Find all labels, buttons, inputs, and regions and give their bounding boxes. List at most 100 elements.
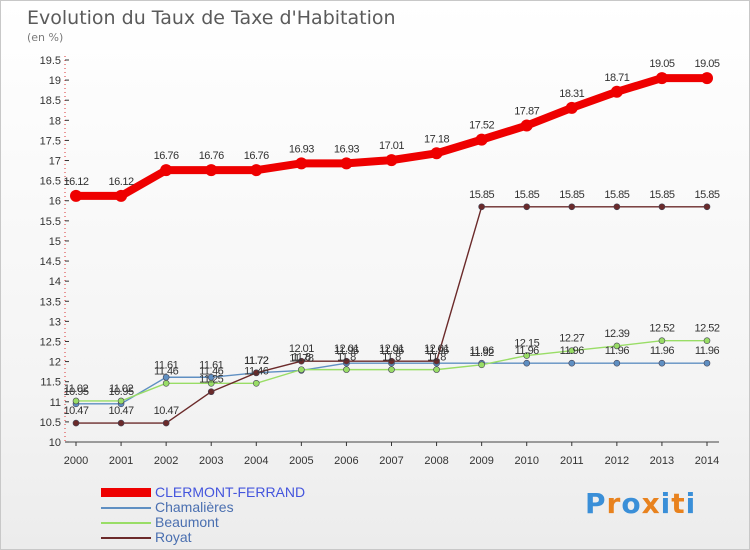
data-point [162, 379, 170, 387]
y-tick-label: 18 [49, 115, 61, 127]
logo-letter: i [660, 487, 672, 520]
data-label: 11.96 [650, 345, 675, 357]
data-label: 11.96 [515, 345, 540, 357]
data-point [430, 147, 443, 160]
data-label: 11.46 [244, 365, 269, 377]
data-point [475, 133, 488, 146]
data-label: 11.46 [154, 365, 179, 377]
data-label: 19.05 [649, 58, 674, 70]
x-tick-label: 2005 [289, 455, 313, 467]
y-tick-label: 16.5 [40, 176, 61, 188]
y-tick-label: 13.5 [40, 296, 61, 308]
legend-swatch [101, 488, 151, 497]
x-tick-label: 2006 [334, 455, 358, 467]
legend-label: Chamalières [155, 499, 234, 515]
data-label: 15.85 [469, 189, 494, 201]
data-point [523, 359, 531, 367]
data-point [568, 359, 576, 367]
x-tick-label: 2001 [109, 455, 133, 467]
x-tick-label: 2012 [605, 455, 629, 467]
data-point [658, 203, 666, 211]
x-tick-label: 2010 [514, 455, 538, 467]
x-tick-label: 2004 [244, 455, 268, 467]
data-label: 12.01 [379, 343, 404, 355]
data-point [703, 359, 711, 367]
data-label: 11.92 [470, 347, 495, 359]
y-tick-label: 16 [49, 196, 61, 208]
data-label: 11.61 [199, 359, 224, 371]
logo-letter: P [585, 487, 607, 520]
legend-item: CLERMONT-FERRAND [101, 485, 305, 500]
legend-swatch [101, 506, 151, 509]
data-point [568, 347, 576, 355]
data-point [613, 342, 621, 350]
logo-letter: o [621, 487, 642, 520]
data-label: 18.31 [559, 88, 584, 100]
y-tick-label: 15 [49, 236, 61, 248]
data-label: 15.85 [514, 189, 539, 201]
y-tick-label: 10 [49, 437, 61, 449]
data-label: 10.47 [63, 405, 88, 417]
data-point [70, 189, 82, 202]
y-tick-label: 15.5 [40, 216, 61, 228]
data-label: 15.85 [694, 189, 719, 201]
data-label: 10.95 [109, 386, 134, 398]
data-label: 11.96 [334, 345, 359, 357]
data-label: 12.15 [514, 338, 539, 350]
data-label: 11.96 [379, 345, 404, 357]
data-point [610, 85, 623, 98]
x-tick-label: 2002 [154, 455, 178, 467]
data-label: 11.96 [470, 345, 495, 357]
data-point [252, 369, 260, 377]
data-label: 11.96 [605, 345, 630, 357]
y-tick-label: 17 [49, 156, 61, 168]
data-point [298, 357, 305, 365]
data-label: 16.93 [289, 143, 314, 155]
data-label: 16.76 [244, 150, 269, 162]
data-label: 11.96 [695, 345, 720, 357]
data-label: 16.76 [199, 150, 224, 162]
legend-item: Beaumont [101, 515, 305, 530]
data-point [298, 366, 305, 373]
data-label: 11.02 [109, 383, 134, 395]
series-line-3 [76, 206, 707, 424]
data-label: 11.46 [199, 365, 224, 377]
data-label: 16.12 [109, 176, 134, 188]
y-tick-label: 18.5 [40, 95, 61, 107]
y-tick-label: 11.5 [40, 377, 61, 389]
logo-letter: x [641, 487, 661, 520]
x-tick-label: 2009 [469, 455, 493, 467]
data-point [703, 337, 711, 344]
data-point [703, 203, 711, 211]
legend-item: Royat [101, 530, 305, 545]
data-point [520, 119, 533, 132]
data-label: 12.01 [289, 343, 314, 355]
data-label: 12.27 [559, 333, 584, 345]
data-point [207, 379, 215, 387]
data-point [388, 366, 395, 373]
data-label: 11.78 [289, 352, 314, 364]
data-point [340, 157, 353, 170]
data-label: 11.8 [427, 352, 446, 364]
data-label: 10.47 [154, 405, 179, 417]
data-point [523, 352, 531, 359]
data-point [565, 101, 578, 114]
data-point [250, 164, 263, 177]
x-tick-label: 2007 [379, 455, 403, 467]
data-point [295, 157, 308, 170]
data-point [343, 366, 350, 373]
x-tick-label: 2000 [64, 455, 88, 467]
data-point [343, 357, 350, 365]
data-point [252, 379, 260, 387]
data-label: 17.01 [379, 140, 404, 152]
data-label: 11.72 [244, 355, 269, 367]
data-label: 17.52 [469, 120, 494, 132]
data-point [433, 366, 440, 373]
logo-letter: i [685, 487, 697, 520]
data-label: 11.8 [382, 352, 401, 364]
data-point [655, 72, 668, 85]
y-tick-label: 14 [49, 276, 61, 288]
data-point [701, 72, 713, 85]
data-point [388, 357, 395, 365]
y-tick-label: 10.5 [40, 417, 61, 429]
